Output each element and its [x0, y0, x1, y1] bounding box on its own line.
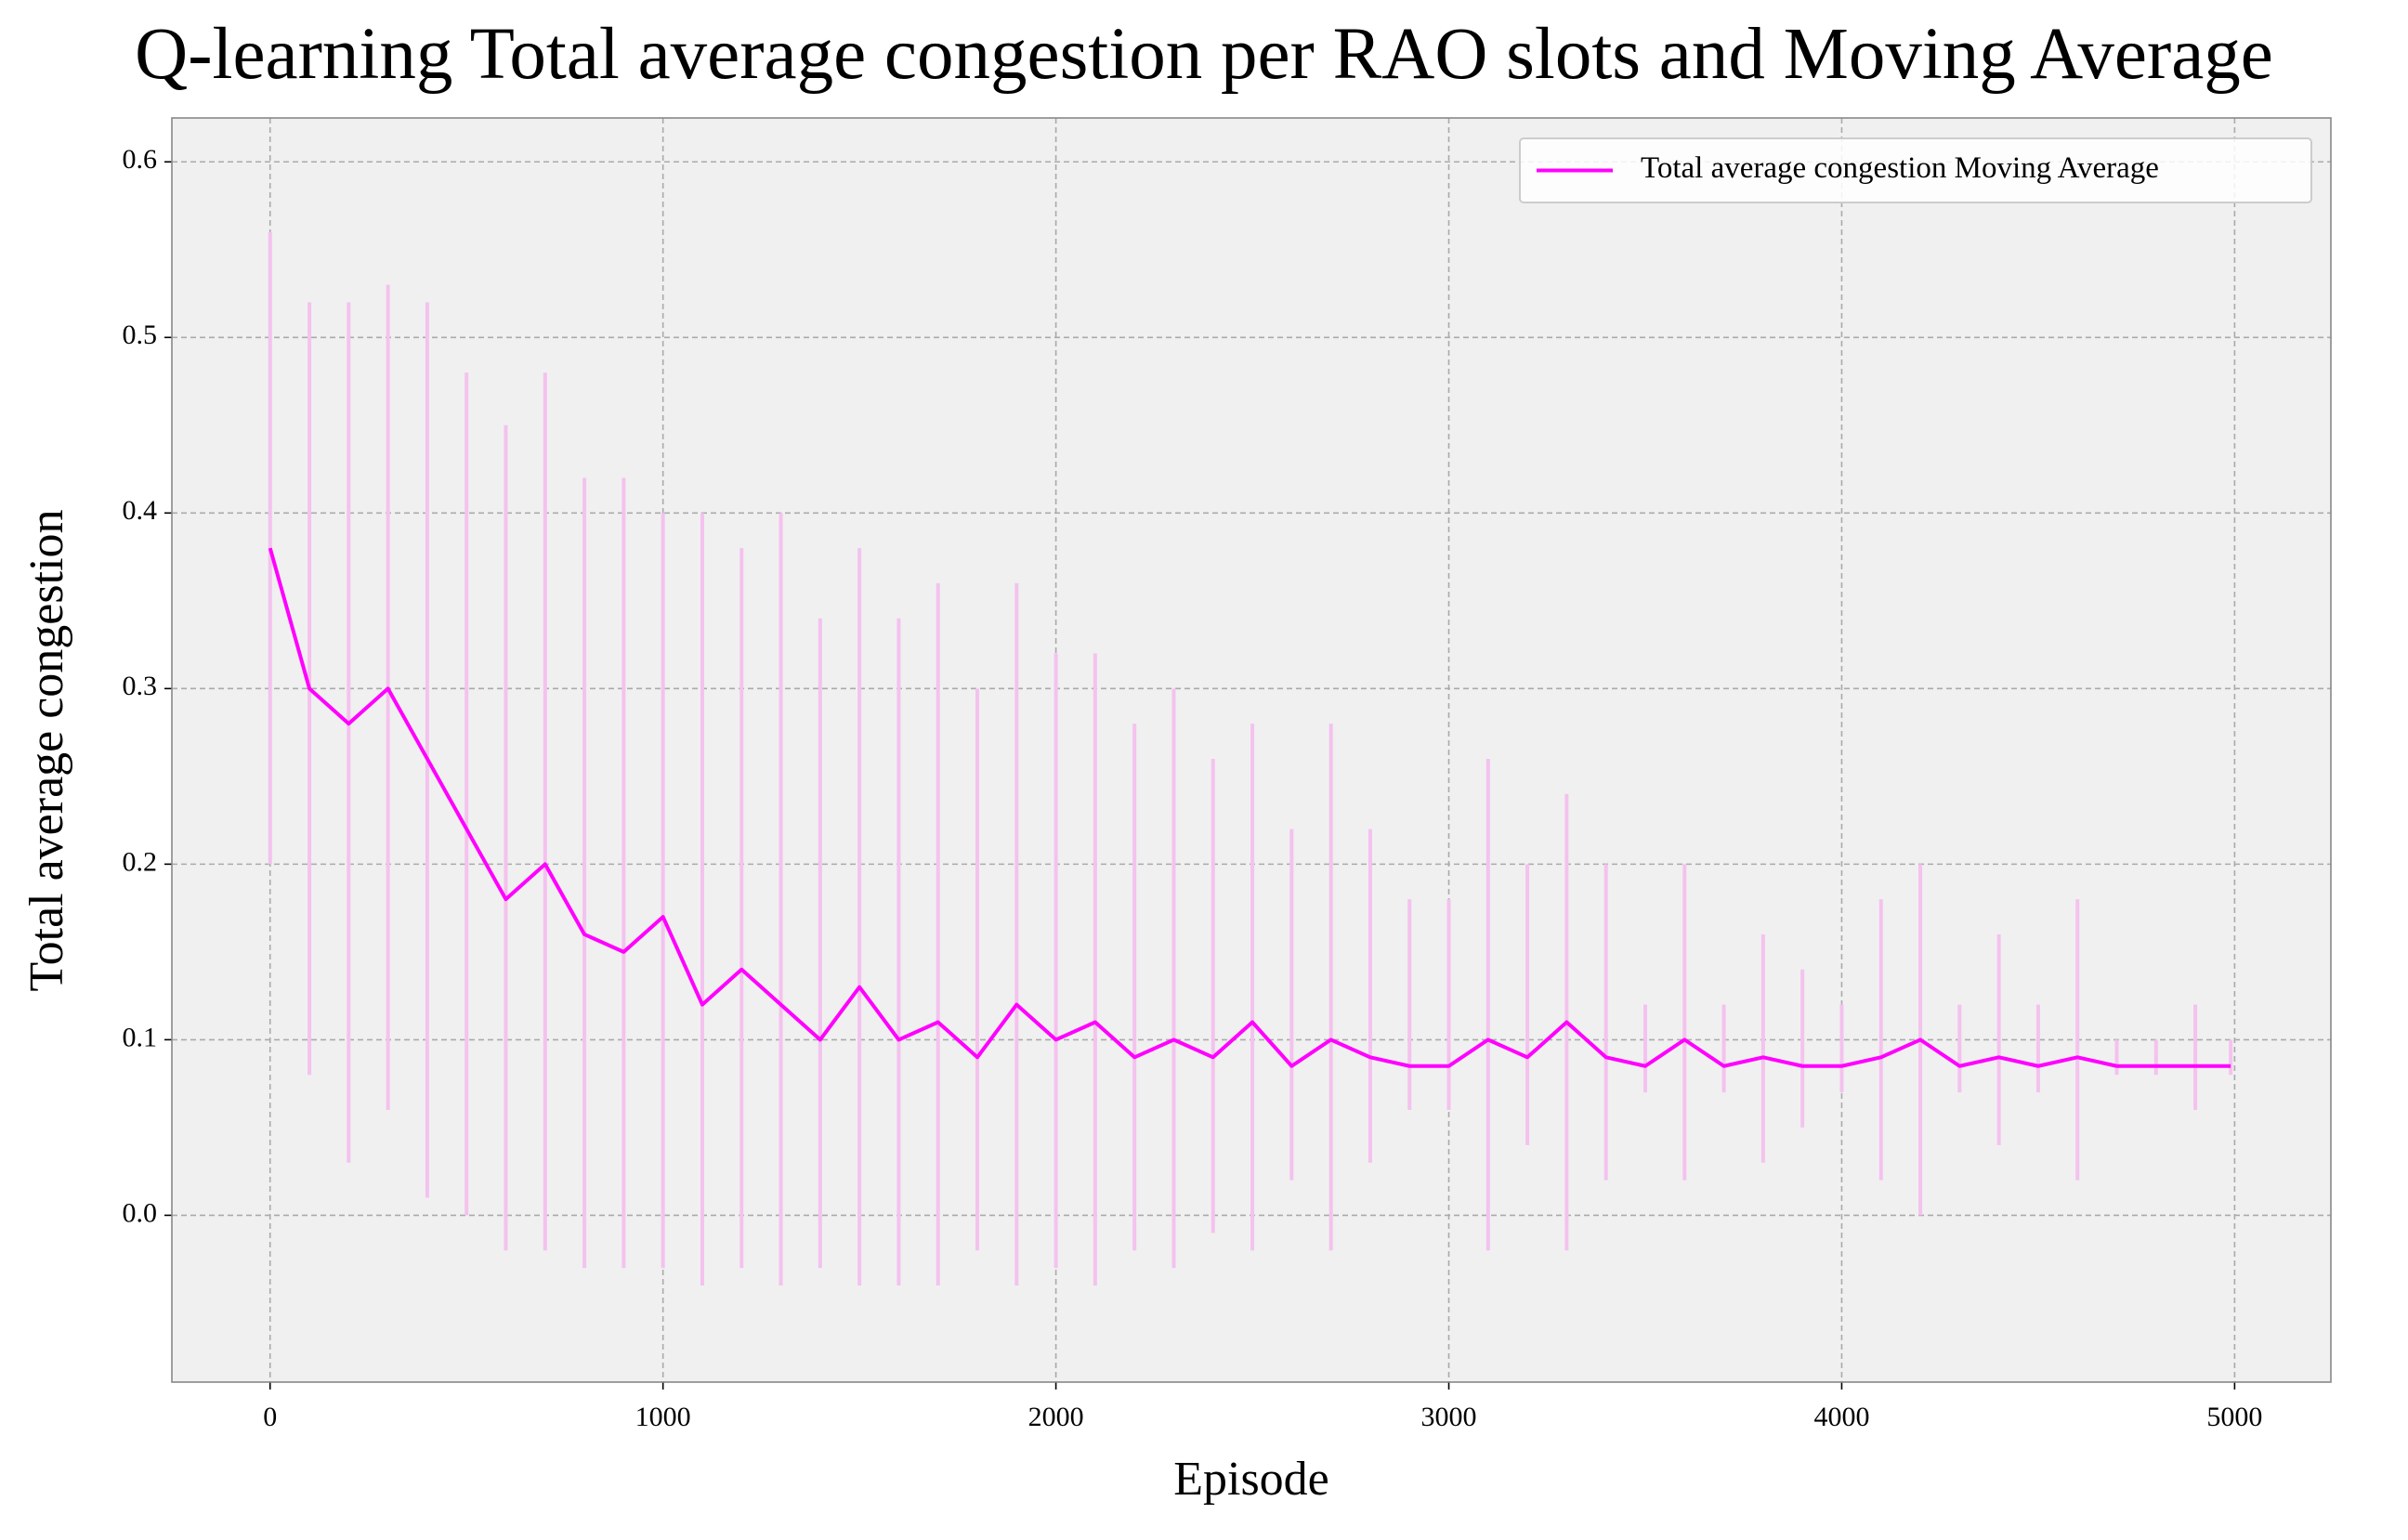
y-tick-label: 0.5 — [123, 320, 158, 350]
x-tick-label: 4000 — [1813, 1402, 1869, 1432]
y-tick-label: 0.6 — [123, 144, 158, 175]
y-tick-label: 0.1 — [123, 1022, 158, 1052]
legend-box — [1519, 137, 2312, 203]
legend-label: Total average congestion Moving Average — [1641, 151, 2159, 185]
y-tick-label: 0.3 — [123, 671, 158, 701]
x-tick-label: 3000 — [1421, 1402, 1477, 1432]
x-tick-label: 1000 — [635, 1402, 691, 1432]
y-tick-label: 0.2 — [123, 846, 158, 877]
chart-title: Q-learning Total average congestion per … — [135, 14, 2273, 95]
y-axis-label: Total average congestion — [20, 509, 73, 991]
series-line — [268, 547, 2231, 1068]
y-tick-label: 0.0 — [123, 1197, 158, 1228]
x-tick-label: 5000 — [2206, 1402, 2262, 1432]
plot-frame — [171, 117, 2332, 1383]
x-tick-label: 0 — [263, 1402, 277, 1432]
y-tick-label: 0.4 — [123, 495, 158, 526]
x-axis-label: Episode — [1173, 1453, 1329, 1506]
x-tick-label: 2000 — [1028, 1402, 1084, 1432]
